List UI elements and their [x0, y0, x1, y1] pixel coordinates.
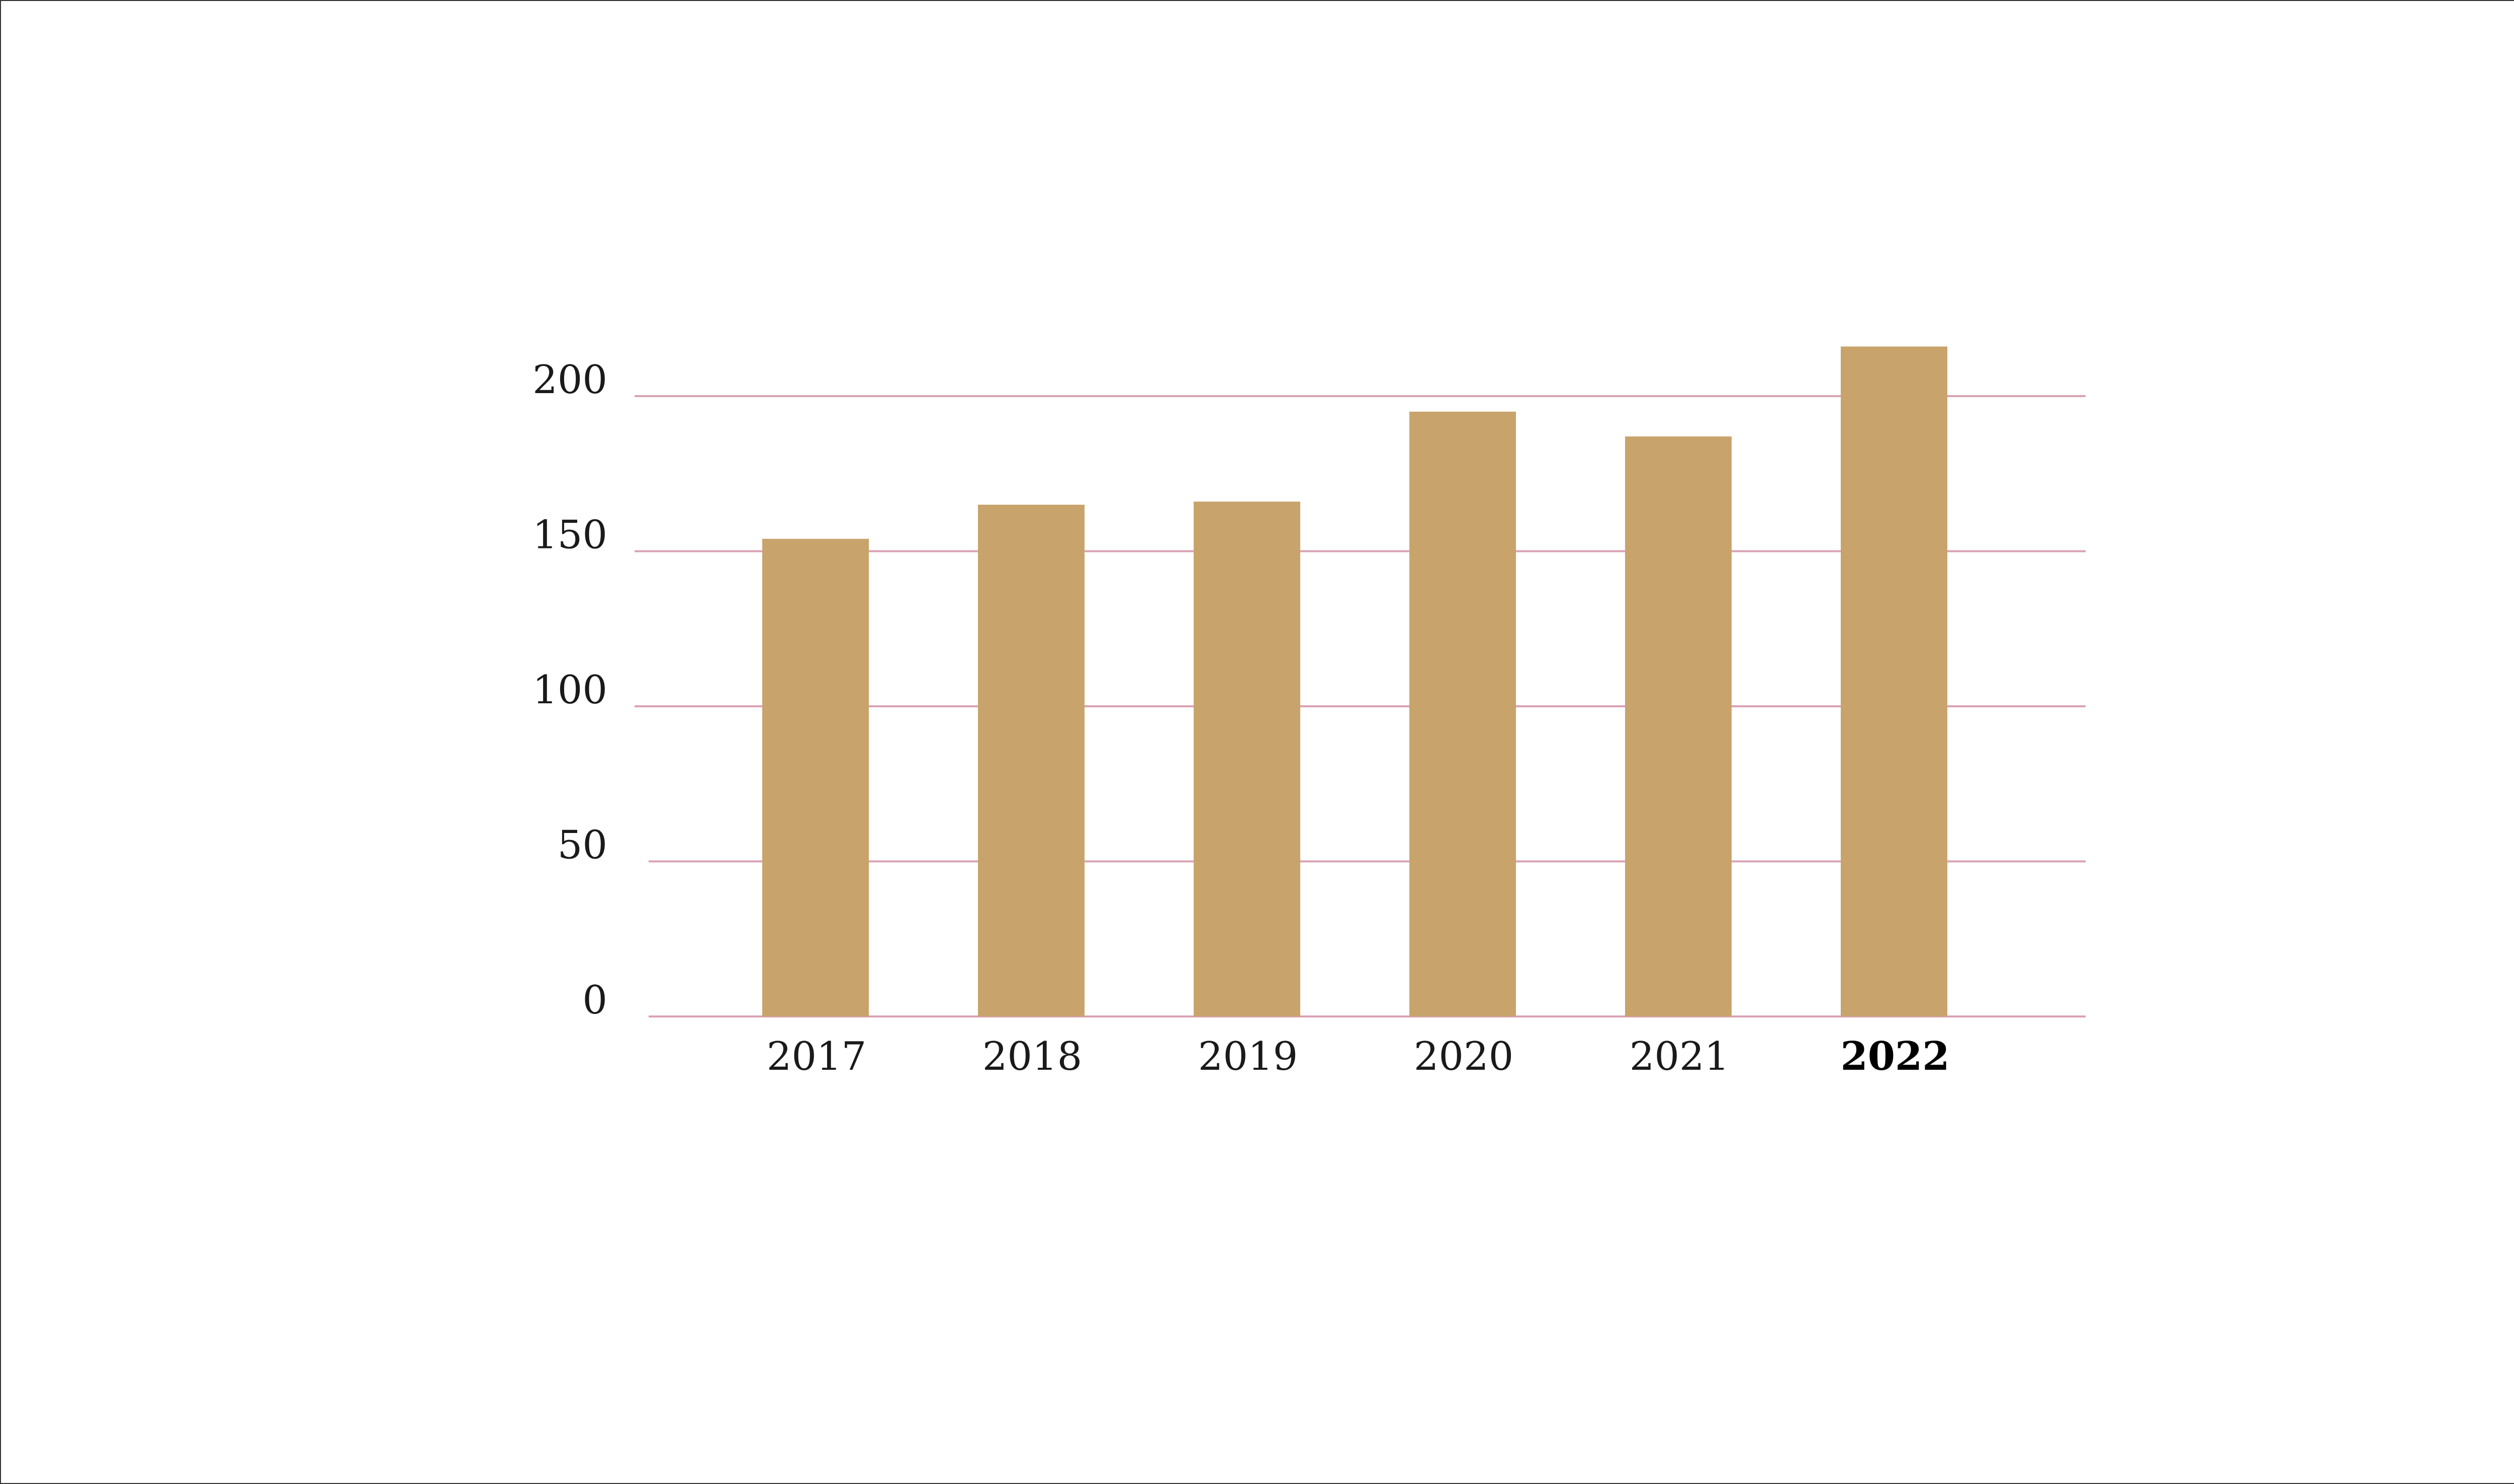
y-tick-label-150: 150	[532, 513, 607, 558]
x-tick-label-2017: 2017	[767, 1034, 867, 1079]
bar-2018	[978, 504, 1085, 1016]
bar-2020	[1409, 411, 1516, 1016]
bar-2017	[762, 538, 869, 1016]
bar-2022	[1841, 346, 1947, 1016]
x-tick-label-2022: 2022	[1840, 1034, 1949, 1079]
x-tick-label-2018: 2018	[982, 1034, 1083, 1079]
y-tick-label-100: 100	[532, 668, 607, 713]
bar-2021	[1625, 436, 1732, 1017]
y-axis-ticks: 0 50 100 150 200	[532, 357, 607, 1023]
x-tick-label-2019: 2019	[1198, 1034, 1298, 1079]
y-tick-label-50: 50	[558, 823, 607, 868]
y-tick-label-200: 200	[532, 357, 607, 403]
x-tick-label-2020: 2020	[1414, 1034, 1514, 1079]
x-tick-label-2021: 2021	[1630, 1034, 1730, 1079]
x-axis-ticks: 2017 2018 2019 2020 2021 2022	[767, 1034, 1950, 1079]
y-tick-label-0: 0	[582, 978, 607, 1023]
bar-2019	[1194, 501, 1300, 1016]
bars	[762, 346, 1947, 1017]
